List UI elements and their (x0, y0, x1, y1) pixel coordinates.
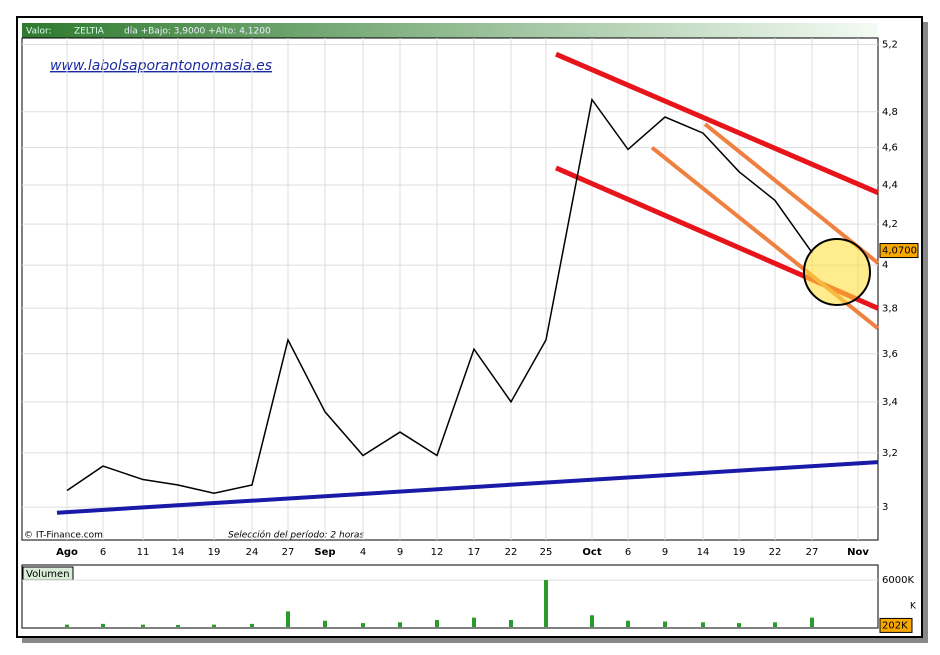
volume-bar (472, 617, 476, 627)
volume-bar (663, 621, 667, 627)
x-tick-label: 11 (137, 547, 150, 558)
volume-bar (323, 620, 327, 627)
trendline (56, 460, 879, 515)
period-note: Selección del período: 2 horas (228, 530, 364, 541)
x-tick-label: 6 (625, 547, 631, 558)
y-tick-label: 3,4 (882, 397, 898, 408)
x-tick-label: 24 (246, 547, 259, 558)
volume-bar (544, 580, 548, 627)
last-volume-box (879, 617, 913, 633)
x-tick-label: Ago (56, 547, 78, 558)
y-tick-label: 3 (882, 502, 888, 513)
header-label: Valor: (26, 27, 52, 37)
x-tick-label: 14 (697, 547, 710, 558)
volume-bar (435, 619, 439, 627)
y-tick-label: 3,8 (882, 303, 898, 314)
volume-bar (361, 623, 365, 627)
y-tick-label: 4,2 (882, 219, 898, 230)
y-tick-label: 3,2 (882, 448, 898, 459)
frame (16, 16, 923, 638)
source: © IT-Finance.com (24, 531, 103, 541)
last-volume-label: 202K (882, 620, 908, 631)
x-tick-label: 19 (733, 547, 746, 558)
volume-area (21, 564, 879, 629)
y-tick-label: 4,4 (882, 180, 898, 191)
volume-bar (398, 622, 402, 627)
volume-bar (101, 623, 105, 627)
y-tick-label: 4,8 (882, 107, 898, 118)
highlight-circle (803, 238, 871, 306)
x-tick-label: 9 (662, 547, 668, 558)
volume-bar (810, 617, 814, 627)
y-tick-label: 3,6 (882, 349, 898, 360)
x-tick-label: 4 (360, 547, 366, 558)
header-symbol: ZELTIA (74, 27, 105, 37)
volume-bar (176, 625, 180, 627)
watermark: www.labolsaporantonomasia.es (50, 58, 272, 74)
volume-bar (773, 622, 777, 627)
x-tick-label: 17 (468, 547, 481, 558)
volume-bar (65, 624, 69, 627)
volume-title: Volumen (26, 569, 70, 580)
x-tick-label: 25 (540, 547, 553, 558)
volume-bar (509, 619, 513, 627)
trendline (555, 51, 879, 195)
header-bar (22, 23, 878, 38)
x-tick-label: 22 (769, 547, 782, 558)
y-tick-label: 4 (882, 260, 888, 271)
header-info: día +Bajo: 3,9000 +Alto: 4,1200 (124, 27, 271, 37)
volume-bar (141, 624, 145, 627)
plot-area (21, 37, 879, 541)
volume-bar (212, 624, 216, 627)
x-tick-label: 14 (172, 547, 185, 558)
volume-bar (590, 615, 594, 627)
volume-bar (701, 622, 705, 627)
last-price-box (879, 243, 919, 259)
x-tick-label: Sep (314, 547, 335, 558)
volume-bar (286, 611, 290, 627)
x-tick-label: 22 (505, 547, 518, 558)
x-tick-label: 27 (282, 547, 295, 558)
x-tick-label: 9 (397, 547, 403, 558)
x-tick-label: Oct (582, 547, 601, 558)
volume-unit: K (910, 602, 917, 612)
x-tick-label: 27 (806, 547, 819, 558)
x-tick-label: 12 (431, 547, 444, 558)
volume-tick-label: 6000K (882, 575, 914, 586)
volume-bar (737, 623, 741, 627)
y-tick-label: 5,2 (882, 39, 898, 50)
x-tick-label: 19 (208, 547, 221, 558)
trendline (703, 122, 880, 265)
x-tick-label: Nov (847, 547, 869, 558)
last-price-label: 4,0700 (882, 246, 917, 257)
price-line (66, 97, 813, 494)
y-tick-label: 4,6 (882, 143, 898, 154)
x-tick-label: 6 (100, 547, 106, 558)
volume-bar (250, 623, 254, 627)
volume-bar (626, 620, 630, 627)
